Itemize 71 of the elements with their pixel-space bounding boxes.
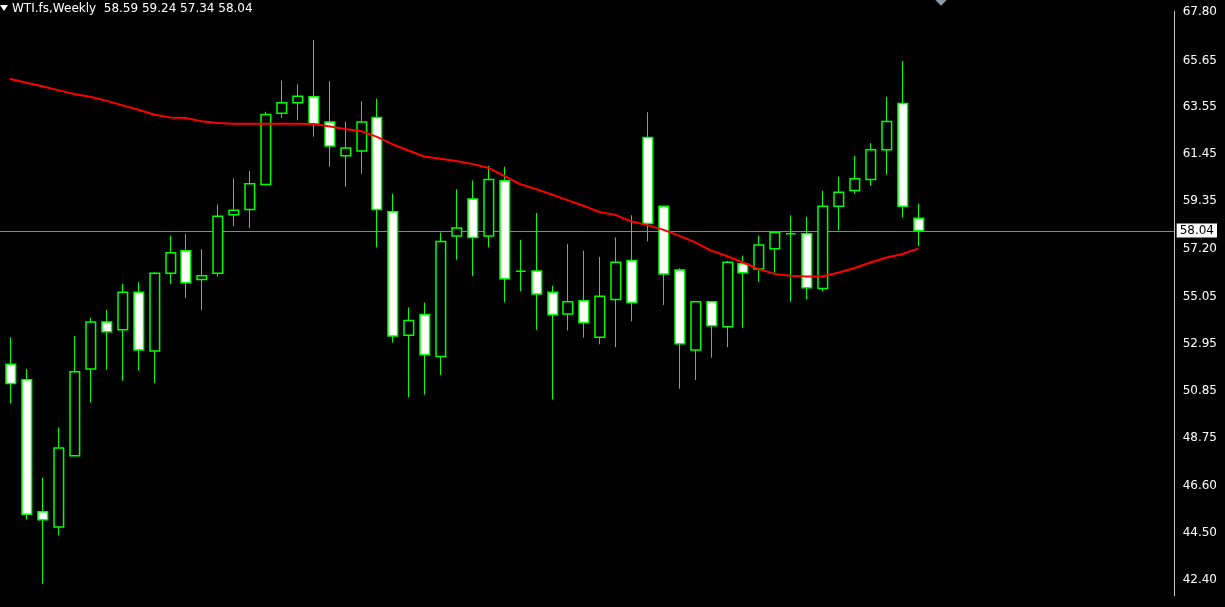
candlestick [308, 39, 320, 138]
y-tick-label: 42.40 [1182, 572, 1218, 587]
candlestick [499, 166, 511, 303]
candlestick [5, 336, 17, 404]
candlestick [785, 214, 797, 303]
candlestick [626, 214, 638, 322]
candlestick [531, 212, 543, 331]
candlestick [881, 96, 893, 175]
candlestick [483, 165, 495, 248]
candlestick [387, 193, 399, 344]
y-tick-label: 52.95 [1182, 336, 1218, 351]
candlestick [85, 317, 97, 403]
candlestick [196, 248, 208, 311]
y-tick-label: 61.45 [1182, 146, 1218, 161]
candlestick [801, 216, 813, 300]
candlestick [244, 170, 256, 229]
candlestick [610, 236, 622, 348]
candlestick [149, 272, 161, 384]
candlestick [865, 142, 877, 187]
chart-title: WTI.fs,Weekly 58.59 59.24 57.34 58.04 [12, 1, 253, 15]
candlestick [562, 243, 574, 331]
candlestick [165, 235, 177, 285]
y-tick-label: 48.75 [1182, 430, 1218, 445]
y-tick-label: 57.20 [1182, 241, 1218, 256]
candlestick [578, 250, 590, 339]
candlestick [340, 121, 352, 188]
y-tick-label: 55.05 [1182, 289, 1218, 304]
candlestick [753, 235, 765, 283]
ref-line-label: 58.04 [1179, 222, 1215, 237]
candlestick [690, 301, 702, 381]
candlestick [769, 230, 781, 274]
candlestick [371, 98, 383, 248]
candlestick [515, 239, 527, 292]
y-tick-label: 50.85 [1182, 383, 1218, 398]
candlestick [658, 205, 670, 306]
candlestick [180, 233, 192, 299]
candlestick [897, 60, 909, 218]
candlestick [849, 155, 861, 195]
candlestick [101, 309, 113, 371]
candlestick [324, 80, 336, 168]
candlestick [706, 301, 718, 359]
candlestick [451, 188, 463, 261]
candlestick [69, 335, 81, 457]
candlestick [53, 426, 65, 536]
candlestick [356, 100, 368, 175]
candlestick [674, 267, 686, 390]
candlestick [228, 177, 240, 227]
candlestick [292, 83, 304, 121]
y-tick-label: 59.35 [1182, 193, 1218, 208]
candlestick [276, 80, 288, 119]
candlestick [642, 111, 654, 242]
candlestick [133, 281, 145, 371]
y-tick-label: 46.60 [1182, 478, 1218, 493]
candlestick [817, 190, 829, 292]
candlestick [403, 306, 415, 398]
candlestick [913, 203, 925, 247]
candlestick [21, 368, 33, 521]
y-tick-label: 65.65 [1182, 52, 1218, 67]
y-tick-label: 44.50 [1182, 525, 1218, 540]
candlestick [435, 232, 447, 376]
candlestick [467, 179, 479, 277]
candlestick [547, 285, 559, 401]
candlestick [37, 477, 49, 585]
candlestick [833, 176, 845, 231]
candlestick [419, 301, 431, 396]
candlestick [594, 256, 606, 345]
candlestick [737, 255, 749, 329]
candlestick [117, 283, 129, 382]
candlestick [722, 261, 734, 348]
y-tick-label: 67.80 [1182, 4, 1218, 19]
y-tick-label: 63.55 [1182, 99, 1218, 114]
